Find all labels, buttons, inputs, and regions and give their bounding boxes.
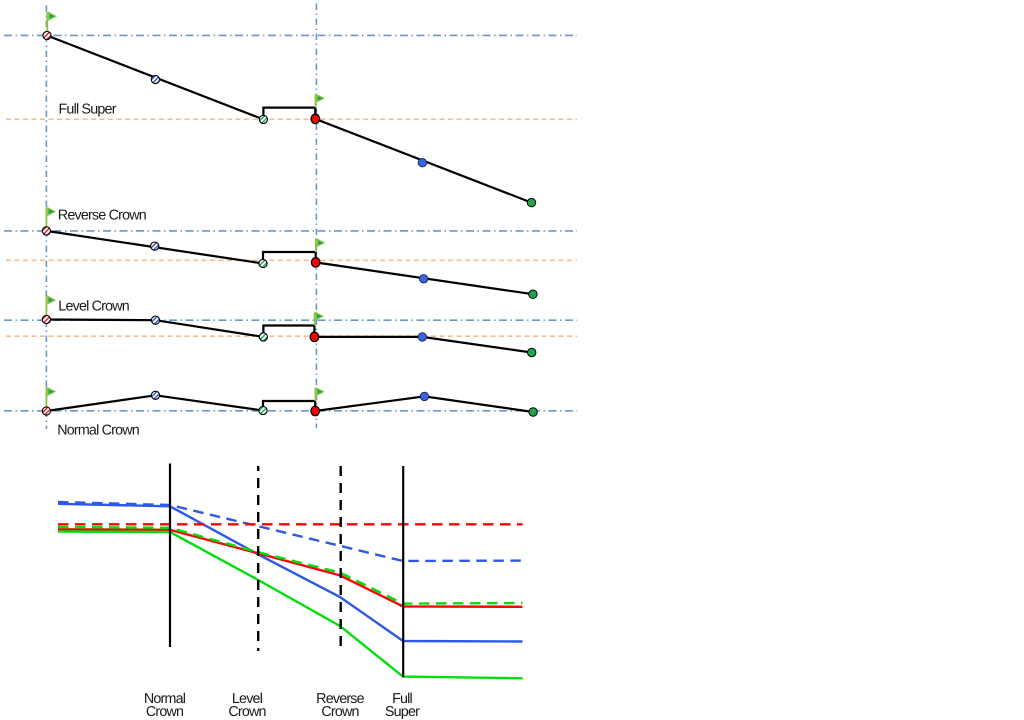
svg-text:Crown: Crown: [228, 704, 266, 720]
svg-text:Crown: Crown: [321, 704, 359, 720]
svg-text:Crown: Crown: [146, 704, 184, 720]
svg-text:Full: Full: [392, 691, 412, 707]
svg-text:Reverse: Reverse: [316, 691, 364, 707]
svg-text:Reverse Crown: Reverse Crown: [58, 208, 147, 224]
svg-text:Normal Crown: Normal Crown: [57, 422, 140, 438]
svg-text:Super: Super: [385, 704, 420, 720]
svg-text:Level Crown: Level Crown: [58, 298, 130, 314]
svg-text:Full Super: Full Super: [59, 102, 117, 118]
svg-text:Level: Level: [232, 691, 263, 707]
svg-text:Normal: Normal: [144, 691, 186, 707]
